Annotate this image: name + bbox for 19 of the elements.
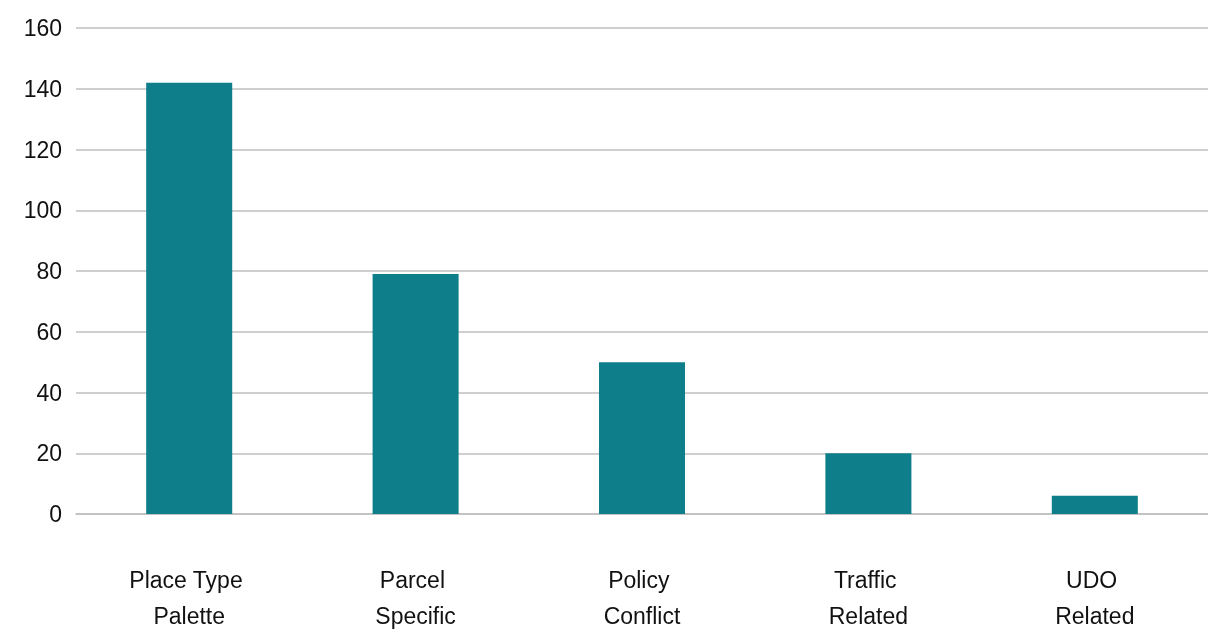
bar xyxy=(146,82,233,514)
y-tick-label: 160 xyxy=(23,15,62,41)
y-tick-label: 80 xyxy=(36,258,62,284)
bar xyxy=(825,453,912,514)
x-tick-label: Policy Conflict xyxy=(603,567,681,629)
y-tick-label: 100 xyxy=(23,197,62,224)
bar xyxy=(372,274,459,514)
x-tick-label: Parcel Specific xyxy=(375,567,456,629)
y-tick-label: 20 xyxy=(36,440,62,467)
x-tick-label: Traffic Related xyxy=(828,567,909,629)
y-tick-label: 120 xyxy=(23,136,62,163)
x-tick-label: Place Type Palette xyxy=(129,567,250,629)
y-tick-label: 140 xyxy=(23,75,62,102)
x-tick-label: UDO Related xyxy=(1055,567,1135,629)
y-tick-label: 40 xyxy=(36,379,62,406)
bar xyxy=(1051,495,1138,514)
bar xyxy=(598,362,686,514)
y-tick-label: 60 xyxy=(36,318,62,345)
y-tick-label: 0 xyxy=(49,501,62,527)
